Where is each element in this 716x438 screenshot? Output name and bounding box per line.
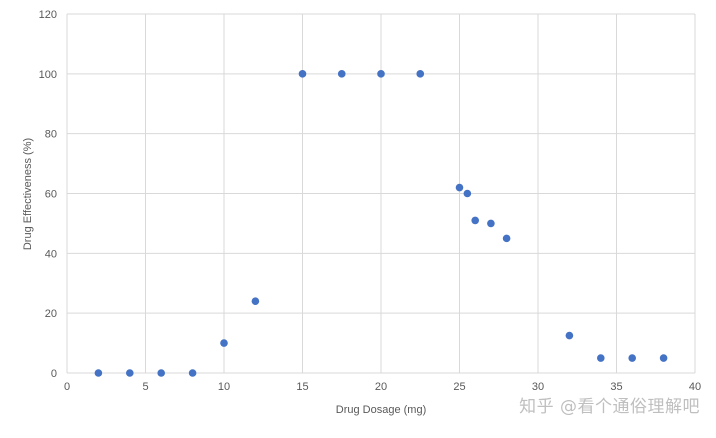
gridlines — [66, 13, 696, 374]
data-point — [565, 331, 574, 340]
data-point — [659, 354, 668, 362]
data-point — [220, 339, 228, 347]
data-point — [251, 297, 260, 306]
data-point — [298, 70, 307, 78]
y-tick-label: 40 — [45, 248, 57, 260]
y-tick-label: 60 — [45, 189, 57, 201]
y-tick-label: 100 — [39, 69, 57, 81]
data-point — [94, 369, 103, 377]
data-point — [502, 234, 511, 243]
data-point — [471, 216, 480, 225]
y-tick-label: 0 — [51, 368, 57, 380]
y-tick-label: 120 — [39, 9, 57, 21]
x-axis-title: Drug Dosage (mg) — [336, 404, 426, 416]
data-point — [455, 183, 464, 192]
x-tick-label: 0 — [64, 381, 70, 393]
data-point — [487, 219, 495, 228]
x-tick-label: 35 — [610, 381, 622, 393]
data-point — [157, 369, 165, 377]
tick-labels: 0 5 10 15 20 25 30 35 40 0 20 40 60 80 100 120 — [39, 9, 701, 393]
x-tick-label: 5 — [142, 381, 148, 393]
data-point — [416, 70, 425, 78]
x-tick-label: 20 — [375, 381, 387, 393]
data-point — [628, 354, 636, 362]
data-point — [126, 369, 134, 377]
data-points — [94, 70, 668, 377]
x-tick-label: 40 — [689, 381, 701, 393]
x-tick-label: 15 — [296, 381, 308, 393]
y-axis-title: Drug Effectiveness (%) — [22, 138, 34, 250]
data-point — [188, 369, 197, 377]
y-tick-label: 20 — [45, 308, 57, 320]
x-tick-label: 10 — [218, 381, 230, 393]
data-point — [463, 189, 472, 198]
data-point — [597, 354, 605, 362]
data-point — [377, 70, 385, 78]
y-tick-label: 80 — [45, 129, 57, 141]
x-tick-label: 30 — [532, 381, 544, 393]
x-tick-label: 25 — [453, 381, 465, 393]
data-point — [337, 70, 346, 78]
watermark: 知乎 @看个通俗理解吧 — [519, 397, 700, 417]
